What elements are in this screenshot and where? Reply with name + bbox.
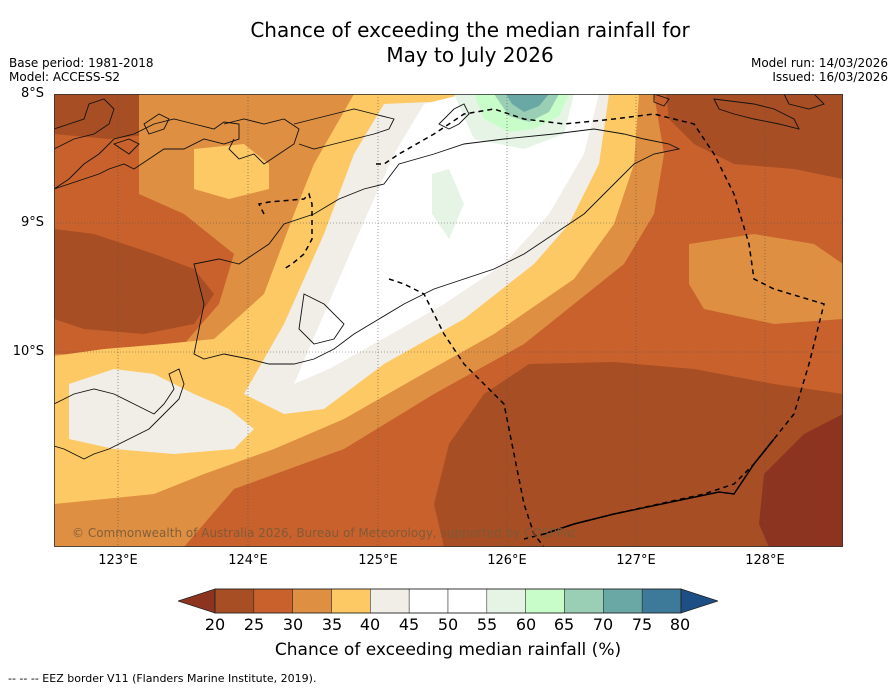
colorbar-tick-40: 40 xyxy=(359,615,381,634)
base-period-text: Base period: 1981-2018 xyxy=(9,56,154,70)
colorbar-segment xyxy=(486,588,526,614)
colorbar-segment xyxy=(447,588,488,614)
colorbar-frame xyxy=(214,588,682,614)
colorbar-over-triangle xyxy=(680,588,718,614)
graticule xyxy=(54,94,843,547)
colorbar-tick-45: 45 xyxy=(398,615,420,634)
colorbar-segment xyxy=(408,588,449,614)
colorbar-tick-80: 80 xyxy=(669,615,691,634)
colorbar-segment xyxy=(641,588,682,614)
contour-20-25-ne xyxy=(666,94,843,179)
contour-45-55 xyxy=(294,94,599,384)
lon-label-128e: 128°E xyxy=(745,553,785,568)
colorbar-tick-35: 35 xyxy=(321,615,343,634)
contour-30-35-e xyxy=(689,234,843,324)
contour-40-45-w xyxy=(69,369,254,454)
colorbar-label: Chance of exceeding median rainfall (%) xyxy=(274,640,622,660)
colorbar-tick-50: 50 xyxy=(437,615,459,634)
contour-below-20 xyxy=(759,414,843,547)
eez-footnote: -- -- -- EEZ border V11 (Flanders Marine… xyxy=(8,672,317,685)
eez-border xyxy=(257,108,825,547)
colorbar-segment xyxy=(525,588,565,614)
copyright-text: © Commonwealth of Australia 2026, Bureau… xyxy=(72,526,578,540)
lat-label-8s: 8°S xyxy=(20,86,44,101)
colorbar-segment xyxy=(370,588,410,614)
map-title: Chance of exceeding the median rainfall … xyxy=(0,18,896,68)
colorbar-under-triangle xyxy=(178,588,216,614)
lat-label-10s: 10°S xyxy=(12,344,44,359)
title-line-1: Chance of exceeding the median rainfall … xyxy=(250,18,690,42)
colorbar-tick-25: 25 xyxy=(243,615,265,634)
colorbar xyxy=(178,588,718,614)
contour-35-40-island xyxy=(194,144,269,199)
meta-left: Base period: 1981-2018 Model: ACCESS-S2 xyxy=(9,56,154,84)
lon-label-123e: 123°E xyxy=(98,553,138,568)
lon-label-124e: 124°E xyxy=(228,553,268,568)
lon-label-126e: 126°E xyxy=(487,553,527,568)
colorbar-tick-70: 70 xyxy=(592,615,614,634)
colorbar-segment xyxy=(214,588,255,614)
title-line-2: May to July 2026 xyxy=(386,43,554,67)
contour-20-25-se xyxy=(434,362,843,547)
map-frame xyxy=(54,94,843,547)
colorbar-tick-55: 55 xyxy=(476,615,498,634)
colorbar-segment xyxy=(292,588,332,614)
issued-text: Issued: 16/03/2026 xyxy=(772,70,888,84)
lat-label-9s: 9°S xyxy=(20,215,44,230)
colorbar-segment xyxy=(253,588,293,614)
colorbar-tick-30: 30 xyxy=(282,615,304,634)
contour-70-75 xyxy=(506,94,549,112)
colorbar-tick-65: 65 xyxy=(553,615,575,634)
coastlines xyxy=(54,94,825,460)
contour-55-60-c xyxy=(432,169,464,239)
colorbar-segments xyxy=(214,588,682,614)
lon-label-125e: 125°E xyxy=(358,553,398,568)
model-run-text: Model run: 14/03/2026 xyxy=(750,56,888,70)
colorbar-tick-60: 60 xyxy=(515,615,537,634)
lon-label-127e: 127°E xyxy=(616,553,656,568)
meta-right: Model run: 14/03/2026 Issued: 16/03/2026 xyxy=(751,56,888,84)
rainfall-map xyxy=(54,94,843,547)
colorbar-segment xyxy=(564,588,604,614)
colorbar-tick-20: 20 xyxy=(204,615,226,634)
colorbar-segment xyxy=(603,588,643,614)
contour-20-25-w xyxy=(54,229,214,334)
colorbar-segment xyxy=(331,588,371,614)
model-text: Model: ACCESS-S2 xyxy=(9,70,121,84)
colorbar-tick-75: 75 xyxy=(631,615,653,634)
